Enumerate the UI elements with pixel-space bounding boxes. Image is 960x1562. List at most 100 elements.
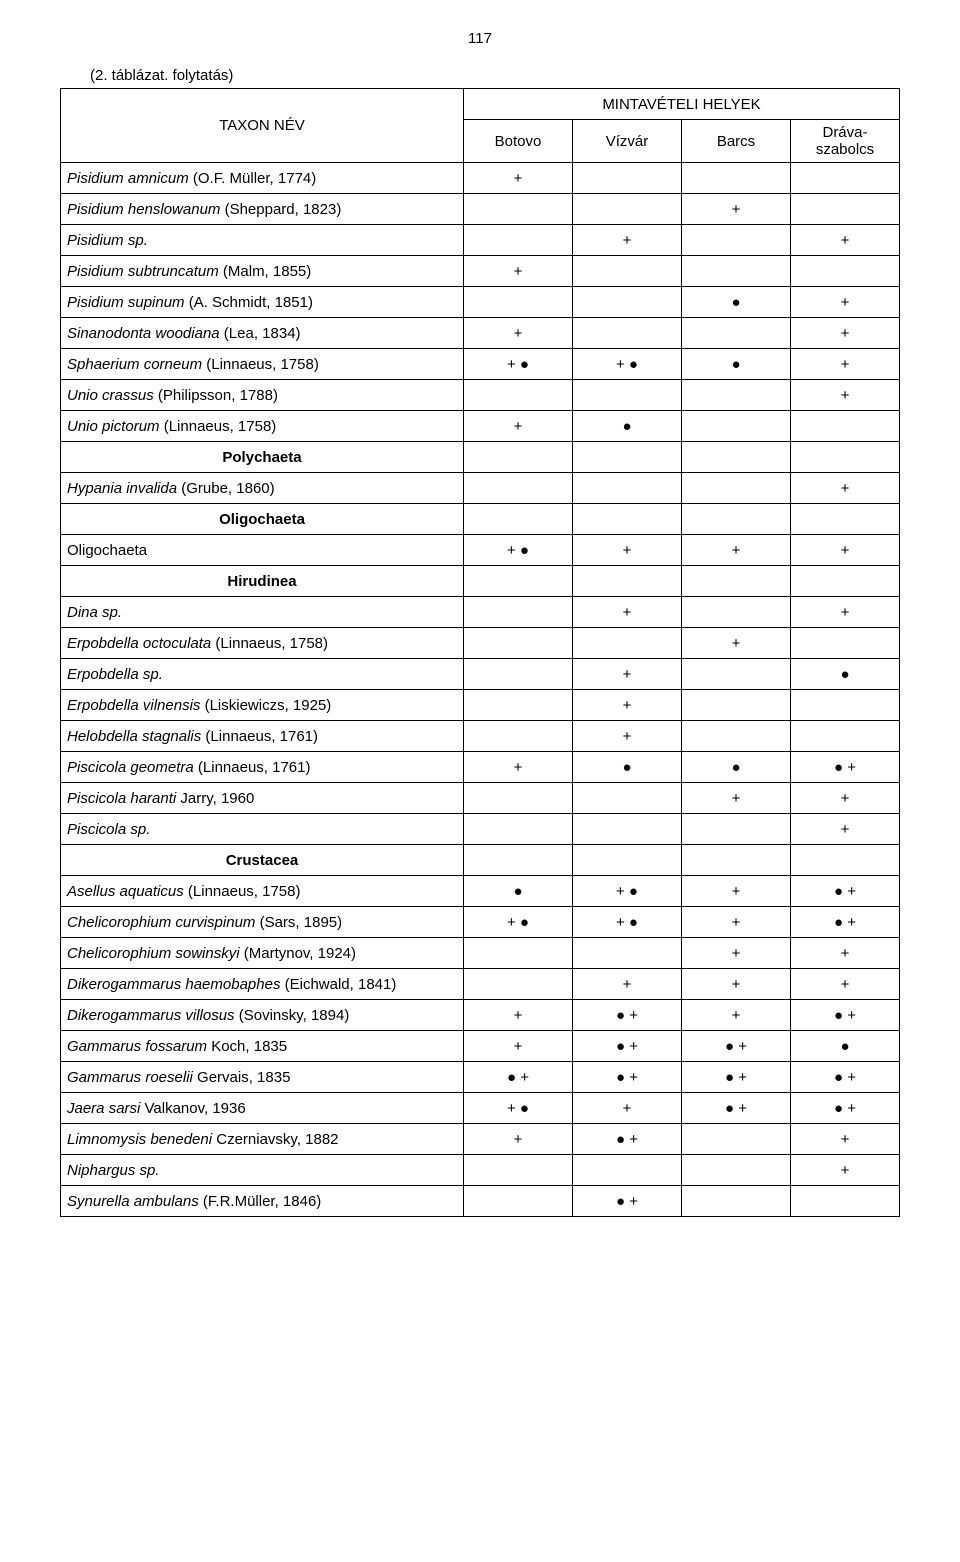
taxon-cell: Crustacea: [61, 845, 464, 876]
table-row: Unio crassus (Philipsson, 1788)+: [61, 380, 900, 411]
mark-cell: [464, 597, 573, 628]
mark-cell: +: [573, 721, 682, 752]
mark-cell: [682, 318, 791, 349]
taxon-cell: Unio crassus (Philipsson, 1788): [61, 380, 464, 411]
page-number: 117: [60, 30, 900, 47]
header-site-2: Barcs: [682, 120, 791, 163]
mark-cell: [682, 1124, 791, 1155]
mark-cell: [682, 721, 791, 752]
mark-cell: [464, 1155, 573, 1186]
mark-cell: ● +: [791, 876, 900, 907]
taxon-cell: Erpobdella vilnensis (Liskiewiczs, 1925): [61, 690, 464, 721]
mark-cell: +: [573, 535, 682, 566]
mark-cell: +: [682, 783, 791, 814]
table-row: Erpobdella vilnensis (Liskiewiczs, 1925)…: [61, 690, 900, 721]
mark-cell: +: [682, 907, 791, 938]
mark-cell: ● +: [682, 1093, 791, 1124]
mark-cell: +: [791, 938, 900, 969]
mark-cell: ●: [791, 659, 900, 690]
taxon-cell: Erpobdella octoculata (Linnaeus, 1758): [61, 628, 464, 659]
mark-cell: [573, 845, 682, 876]
mark-cell: + ●: [573, 876, 682, 907]
mark-cell: +: [682, 1000, 791, 1031]
table-row: Erpobdella sp. + ●: [61, 659, 900, 690]
taxon-cell: Dikerogammarus villosus (Sovinsky, 1894): [61, 1000, 464, 1031]
mark-cell: [573, 473, 682, 504]
mark-cell: [791, 504, 900, 535]
mark-cell: [573, 256, 682, 287]
mark-cell: [791, 721, 900, 752]
mark-cell: +: [682, 876, 791, 907]
taxon-cell: Synurella ambulans (F.R.Müller, 1846): [61, 1186, 464, 1217]
mark-cell: + ●: [464, 535, 573, 566]
mark-cell: ● +: [573, 1031, 682, 1062]
mark-cell: ● +: [573, 1062, 682, 1093]
mark-cell: [464, 225, 573, 256]
mark-cell: ●: [464, 876, 573, 907]
mark-cell: ● +: [682, 1031, 791, 1062]
table-row: Oligochaeta+ ●+++: [61, 535, 900, 566]
mark-cell: +: [464, 1031, 573, 1062]
mark-cell: [573, 1155, 682, 1186]
mark-cell: [682, 442, 791, 473]
mark-cell: [573, 442, 682, 473]
mark-cell: ● +: [791, 907, 900, 938]
mark-cell: [682, 690, 791, 721]
taxon-cell: Piscicola geometra (Linnaeus, 1761): [61, 752, 464, 783]
table-row: Helobdella stagnalis (Linnaeus, 1761)+: [61, 721, 900, 752]
mark-cell: +: [791, 473, 900, 504]
taxon-cell: Oligochaeta: [61, 535, 464, 566]
mark-cell: [464, 938, 573, 969]
mark-cell: + ●: [464, 907, 573, 938]
mark-cell: +: [464, 318, 573, 349]
mark-cell: +: [791, 969, 900, 1000]
mark-cell: [791, 256, 900, 287]
header-sites-group: MINTAVÉTELI HELYEK: [464, 89, 900, 120]
mark-cell: +: [573, 690, 682, 721]
mark-cell: ● +: [791, 752, 900, 783]
mark-cell: +: [791, 814, 900, 845]
taxon-cell: Sinanodonta woodiana (Lea, 1834): [61, 318, 464, 349]
taxon-cell: Pisidium supinum (A. Schmidt, 1851): [61, 287, 464, 318]
mark-cell: +: [464, 1124, 573, 1155]
table-row: Pisidium supinum (A. Schmidt, 1851)●+: [61, 287, 900, 318]
mark-cell: ●: [573, 752, 682, 783]
mark-cell: [464, 566, 573, 597]
taxon-cell: Gammarus roeselii Gervais, 1835: [61, 1062, 464, 1093]
caption-continuation: (2. táblázat. folytatás): [90, 67, 440, 84]
mark-cell: +: [682, 628, 791, 659]
table-row: Oligochaeta: [61, 504, 900, 535]
mark-cell: [464, 814, 573, 845]
mark-cell: [573, 783, 682, 814]
mark-cell: [682, 597, 791, 628]
mark-cell: +: [791, 597, 900, 628]
mark-cell: [573, 287, 682, 318]
mark-cell: ●: [682, 752, 791, 783]
table-row: Piscicola geometra (Linnaeus, 1761)+●●● …: [61, 752, 900, 783]
taxon-cell: Hirudinea: [61, 566, 464, 597]
mark-cell: +: [573, 659, 682, 690]
table-row: Piscicola sp.+: [61, 814, 900, 845]
taxon-cell: Niphargus sp.: [61, 1155, 464, 1186]
mark-cell: ●: [791, 1031, 900, 1062]
table-row: Jaera sarsi Valkanov, 1936+ ●+● +● +: [61, 1093, 900, 1124]
table-row: Gammarus roeselii Gervais, 1835● +● +● +…: [61, 1062, 900, 1093]
mark-cell: [464, 969, 573, 1000]
taxon-cell: Unio pictorum (Linnaeus, 1758): [61, 411, 464, 442]
mark-cell: ●: [682, 349, 791, 380]
mark-cell: [682, 1155, 791, 1186]
mark-cell: [464, 628, 573, 659]
taxon-cell: Erpobdella sp.: [61, 659, 464, 690]
mark-cell: [464, 504, 573, 535]
mark-cell: [682, 380, 791, 411]
mark-cell: [791, 566, 900, 597]
mark-cell: [573, 938, 682, 969]
table-row: Gammarus fossarum Koch, 1835+● +● +●: [61, 1031, 900, 1062]
mark-cell: [682, 566, 791, 597]
mark-cell: [682, 845, 791, 876]
table-caption-row: (2. táblázat. folytatás): [90, 67, 900, 84]
mark-cell: +: [573, 597, 682, 628]
header-site-3: Dráva- szabolcs: [791, 120, 900, 163]
table-row: Synurella ambulans (F.R.Müller, 1846)● +: [61, 1186, 900, 1217]
taxon-cell: Pisidium sp.: [61, 225, 464, 256]
